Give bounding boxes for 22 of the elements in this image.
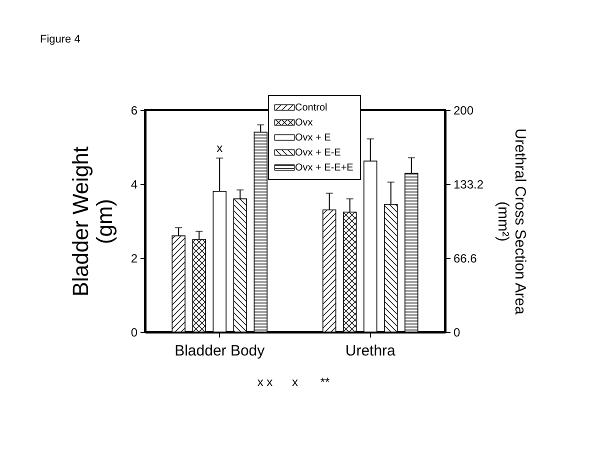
y-axis-title: Bladder Weight (gm) bbox=[68, 146, 117, 297]
y2-tick-label: 133.2 bbox=[454, 178, 484, 192]
legend-label: Ovx + E-E bbox=[295, 148, 342, 158]
y-tick-label: 0 bbox=[130, 326, 138, 340]
x-tick-label: Bladder Body bbox=[174, 342, 266, 360]
y-tick-label: 6 bbox=[130, 104, 138, 118]
x-tick-label: Urethra bbox=[345, 342, 396, 360]
annotation: x bbox=[216, 141, 223, 156]
y-tick-label: 2 bbox=[130, 252, 138, 266]
legend-label: Ovx bbox=[295, 118, 313, 128]
y-tick-label: 4 bbox=[130, 178, 138, 192]
legend-label: Control bbox=[295, 102, 328, 114]
text: ** bbox=[320, 375, 330, 389]
y2-tick-label: 200 bbox=[454, 104, 474, 118]
y2-tick-label: 66.6 bbox=[454, 252, 478, 266]
y2-axis-title: Urethral Cross Section Area (mm²) bbox=[494, 128, 529, 316]
chart-title: Figure 4 bbox=[40, 34, 80, 46]
y2-tick-label: 0 bbox=[454, 326, 460, 340]
text: x bbox=[292, 375, 298, 389]
legend-label: Ovx + E bbox=[295, 132, 332, 144]
legend-label: Ovx + E-E+E bbox=[295, 162, 354, 174]
text: x x bbox=[257, 375, 273, 389]
